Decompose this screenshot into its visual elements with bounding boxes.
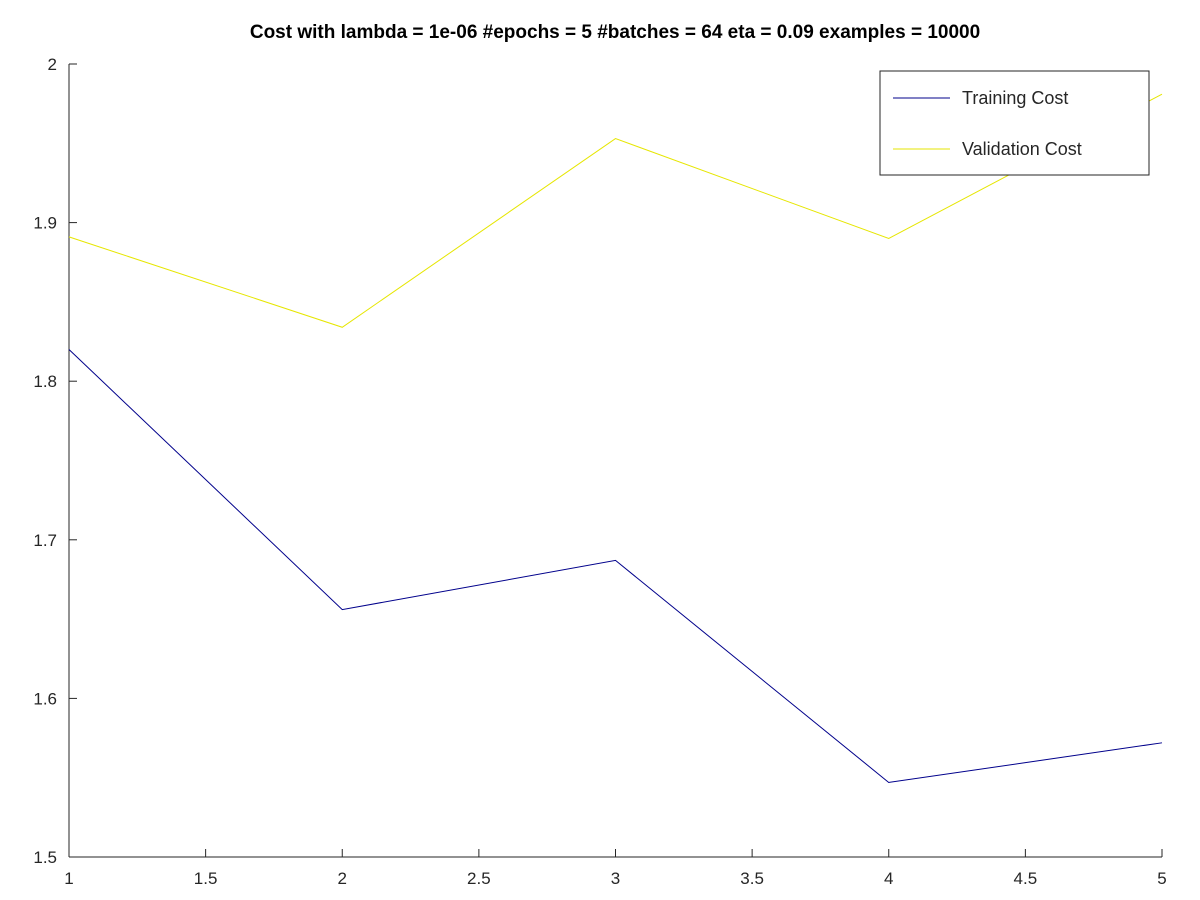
series-line-validation-cost [68, 93, 1163, 328]
y-tick-label: 1.7 [33, 531, 57, 550]
x-tick-label: 2.5 [467, 869, 491, 888]
x-tick-label: 4 [884, 869, 893, 888]
x-tick-label: 2 [338, 869, 347, 888]
series-line-training-cost [68, 349, 1163, 783]
legend: Training Cost Validation Cost [879, 70, 1150, 176]
x-tick-label: 5 [1157, 869, 1166, 888]
x-tick-label: 3.5 [740, 869, 764, 888]
x-tick-label: 1 [64, 869, 73, 888]
legend-label-training-cost: Training Cost [962, 88, 1068, 108]
legend-box [879, 70, 1150, 176]
series-lines [68, 93, 1163, 783]
axes [68, 64, 1162, 858]
y-tick-label: 2 [48, 55, 57, 74]
legend-label-validation-cost: Validation Cost [962, 139, 1082, 159]
x-tick-label: 3 [611, 869, 620, 888]
x-ticks: 1 1.5 2 2.5 3 3.5 4 4.5 5 [64, 849, 1167, 888]
y-ticks: 1.5 1.6 1.7 1.8 1.9 2 [33, 55, 77, 867]
x-tick-label: 4.5 [1014, 869, 1038, 888]
y-tick-label: 1.6 [33, 689, 57, 708]
y-tick-label: 1.8 [33, 372, 57, 391]
chart-title: Cost with lambda = 1e-06 #epochs = 5 #ba… [250, 22, 980, 43]
x-tick-label: 1.5 [194, 869, 218, 888]
y-tick-label: 1.9 [33, 214, 57, 233]
y-tick-label: 1.5 [33, 848, 57, 867]
